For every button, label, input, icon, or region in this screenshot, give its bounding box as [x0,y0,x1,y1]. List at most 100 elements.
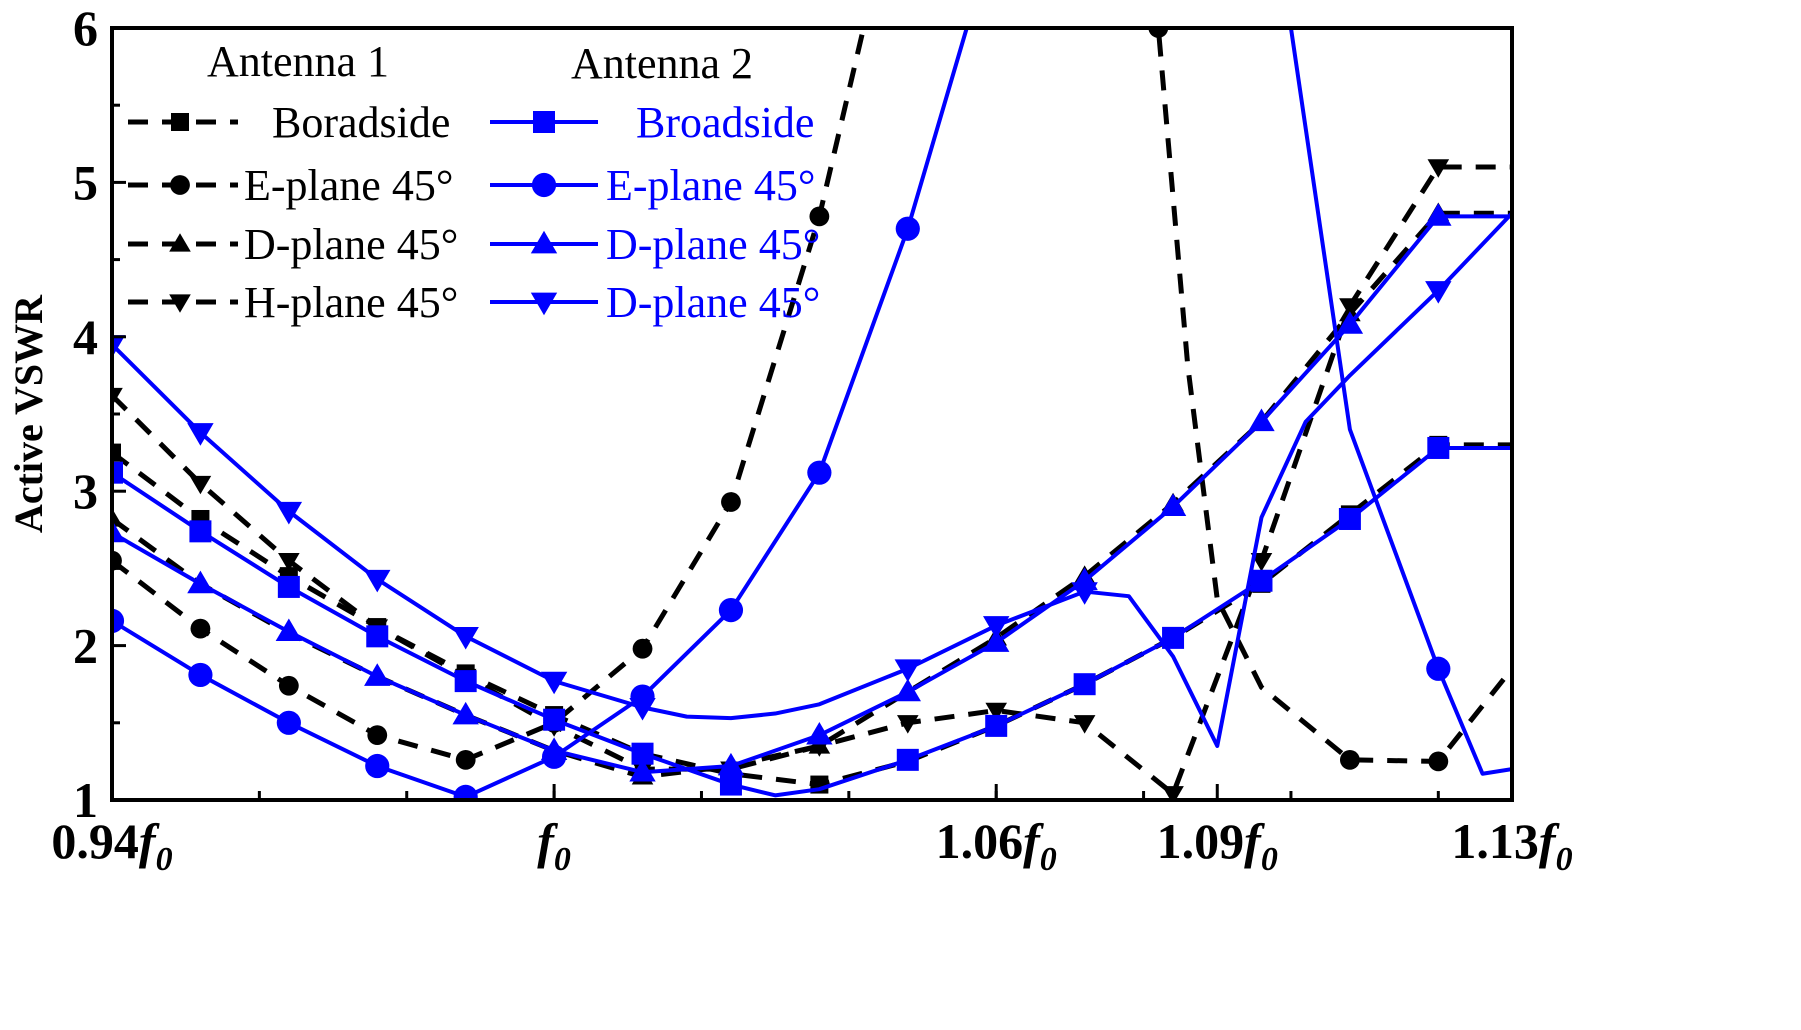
data-point [187,570,214,594]
legend-header-antenna1: Antenna 1 [207,37,389,86]
legend-marker [530,230,558,254]
legend-marker [169,294,191,313]
data-point [365,753,390,779]
y-tick-label: 5 [73,154,98,210]
x-tick-sub: 0 [1040,841,1057,878]
data-point [1336,311,1364,334]
data-point [540,671,568,695]
data-point [896,715,919,734]
data-point [629,698,656,721]
x-tick-label: 1.09f0 [1157,813,1278,878]
data-point [719,773,742,796]
x-tick-f: f [537,813,558,869]
y-axis-title: Active VSWR [6,294,51,533]
data-point [629,759,656,782]
data-point [453,784,478,800]
data-point [364,569,391,593]
data-point [807,460,832,485]
x-tick-prefix: 1.09 [1157,813,1245,869]
x-tick-label: f0 [537,813,571,878]
legend-label: D-plane 45° [244,220,458,269]
y-tick-label: 1 [73,772,98,828]
data-point [112,519,126,543]
data-point [1071,582,1098,605]
data-point [718,597,744,623]
x-tick-label: 1.13f0 [1451,813,1572,878]
series-antenna2-4 [112,436,1512,798]
legend-marker [169,233,191,252]
legend-marker [530,292,558,316]
legend-item-antenna1: H-plane 45° [128,278,458,327]
data-point [1427,159,1450,178]
data-point [1428,751,1449,772]
data-point [187,423,214,446]
y-tick-label: 4 [73,309,98,365]
data-point [806,721,833,745]
legend-header-antenna2: Antenna 2 [571,39,753,88]
data-point [809,206,830,227]
data-point [543,708,566,731]
data-point [112,387,123,407]
data-point [1073,715,1096,734]
series-antenna1-1 [112,28,1512,772]
series-antenna2-7 [112,211,1512,748]
data-point [112,508,123,527]
x-tick-label: 1.06f0 [936,813,1057,878]
legend-marker [170,175,190,195]
data-point [188,662,213,688]
data-point [1339,298,1361,317]
x-tick-sub: 0 [554,841,571,878]
x-tick-label: 0.94f0 [51,813,172,878]
data-point [983,616,1010,639]
data-point [112,461,123,484]
data-point [112,335,126,358]
data-point [1248,408,1275,432]
data-point [1427,436,1450,459]
data-point [985,714,1008,737]
y-tick-label: 3 [73,463,98,519]
series-line [112,28,1512,799]
legend-item-antenna2: E-plane 45° [490,161,815,210]
data-point [190,618,211,639]
data-point [721,492,741,512]
data-point [1339,749,1360,770]
data-point [1159,493,1187,516]
x-tick-f: f [139,813,160,869]
data-point [366,625,389,648]
series-line [112,28,1512,764]
data-point [112,443,121,462]
data-point [983,629,1010,652]
legend-item-antenna1: E-plane 45° [128,161,453,210]
data-point [895,216,920,241]
x-tick-sub: 0 [1556,841,1573,878]
data-point [278,675,299,696]
data-point [364,663,391,686]
legend-item-antenna2: D-plane 45° [490,278,820,327]
legend-label: D-plane 45° [606,278,820,327]
legend-item-antenna1: D-plane 45° [128,220,458,269]
series-line [112,445,1512,798]
x-tick-prefix: 0.94 [51,813,139,869]
x-tick-f: f [1539,813,1560,869]
legend-label: Boradside [272,98,450,147]
y-tick-label: 2 [73,618,98,674]
legend-label: Broadside [636,98,814,147]
legend-label: E-plane 45° [606,161,815,210]
data-point [632,638,653,659]
data-point [112,550,122,571]
data-point [894,659,921,682]
data-point [894,678,921,702]
x-tick-prefix: 1.06 [936,813,1024,869]
data-point [455,749,476,770]
x-tick-prefix: 1.13 [1451,813,1539,869]
series-line [112,211,1512,748]
data-point [1162,786,1184,800]
data-point [717,752,745,776]
data-point [278,553,300,572]
data-point [275,501,303,525]
data-point [1073,673,1096,696]
legend-item-antenna2: Broadside [490,98,814,147]
data-point [1148,28,1169,38]
x-tick-f: f [1244,813,1265,869]
series-antenna2-6 [112,203,1512,782]
